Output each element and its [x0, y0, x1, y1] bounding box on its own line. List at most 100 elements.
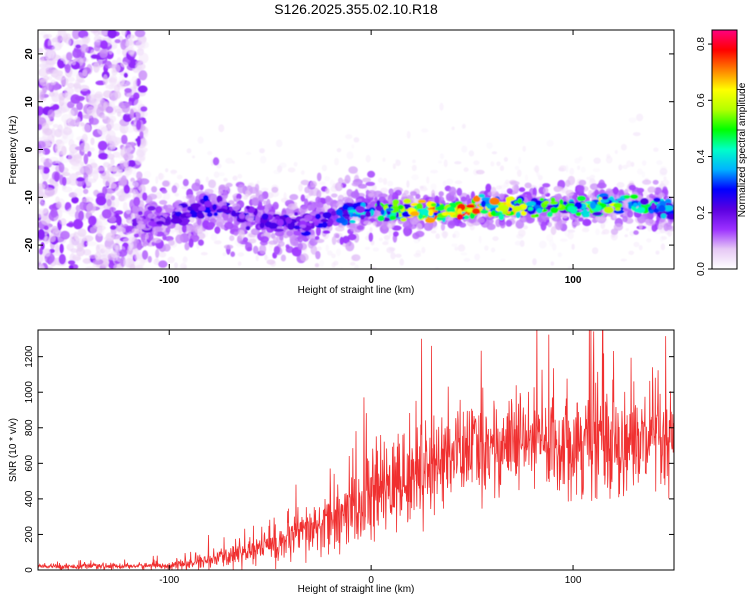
spectrogram-cell [316, 172, 322, 182]
spectrogram-cell [365, 211, 371, 218]
spectrogram-cell [136, 149, 145, 158]
spectrogram-cell [457, 208, 462, 215]
spectrogram-cell [58, 253, 66, 265]
spectrogram-cell [451, 126, 455, 131]
spectrogram-cell [440, 223, 446, 231]
spectrogram-cell [543, 200, 550, 205]
spectrogram-cell [387, 180, 394, 187]
spectrogram-cell [123, 184, 130, 194]
spectrogram-cell [576, 184, 585, 193]
spectrogram-cell [293, 241, 299, 247]
spectrogram-cell [212, 203, 217, 211]
spectrogram-cell [542, 183, 551, 188]
spectrogram-cell [660, 213, 667, 220]
spectrogram-cell [273, 271, 278, 275]
spectrogram-cell [622, 215, 628, 223]
spectrogram-cell [527, 206, 534, 211]
spectrogram-cell [171, 218, 183, 224]
spectrogram-cell [38, 140, 46, 149]
spectrogram-cell [58, 92, 66, 101]
spectrogram-cell [541, 193, 546, 199]
spectrogram-cell [151, 186, 158, 193]
spectrogram-cell [472, 208, 480, 215]
spectrogram-cell [336, 201, 344, 208]
spectrogram-cell [314, 263, 320, 268]
spectrogram-cell [367, 170, 376, 178]
spectrogram-cell [39, 78, 48, 86]
spectrogram-cell [71, 161, 81, 167]
spectrogram-cell [182, 178, 189, 187]
spectrogram-cell [38, 196, 44, 203]
spectrogram-cell [251, 197, 259, 206]
spectrogram-cell [82, 68, 88, 77]
spectrogram-cell [256, 205, 265, 211]
spectrogram-cell [236, 193, 242, 200]
spectrogram-cell [652, 179, 659, 185]
spectrogram-cell [475, 169, 485, 175]
spectrogram-cell [138, 38, 146, 43]
spectrogram-cell [137, 220, 144, 225]
spectrogram-cell [271, 186, 279, 193]
spectrogram-cell [297, 242, 303, 250]
spectrogram-cell [259, 244, 267, 255]
spectrogram-cell [120, 61, 128, 68]
spectrogram-cell [468, 150, 475, 157]
spectrogram-cell [213, 171, 220, 178]
spectrogram-cell [133, 98, 143, 110]
spectrogram-cell [184, 242, 190, 251]
spectrogram-cell [78, 165, 84, 175]
spectrogram-cell [325, 197, 334, 206]
spectrogram-cell [65, 209, 77, 215]
spectrogram-cell [381, 220, 388, 230]
spectrogram-cell [77, 228, 87, 237]
spectrogram-cell [324, 176, 331, 182]
spectrogram-cell [438, 191, 444, 197]
spectrogram-cell [536, 172, 540, 177]
spectrogram-cell [565, 189, 575, 197]
spectrogram-cell [134, 30, 146, 38]
spectrogram-cell [162, 234, 167, 241]
spectrogram-cell [321, 221, 328, 229]
spectrogram-cell [147, 205, 156, 211]
spectrogram-cell [97, 30, 109, 36]
spectrogram-cell [620, 143, 627, 151]
spectrogram-cell [580, 210, 591, 215]
spectrogram-cell [38, 47, 44, 53]
spectrogram-cell [349, 261, 356, 266]
colorbar-gradient [712, 30, 737, 269]
spectrogram-cell [624, 188, 629, 197]
spectrogram-cell [369, 227, 373, 233]
spectrogram-cell [294, 212, 299, 216]
spectrogram-cell [108, 48, 113, 55]
spectrogram-cell [82, 258, 92, 264]
spectrogram-cell [107, 111, 114, 119]
spectrogram-cell [41, 122, 50, 134]
y-tick-label: -20 [24, 237, 35, 252]
spectrogram-cell [498, 214, 505, 221]
spectrogram-cell [663, 205, 674, 212]
spectrogram-cell [218, 124, 225, 133]
spectrogram-cell [62, 172, 71, 177]
spectrogram-cell [293, 230, 302, 236]
spectrogram-cell [223, 190, 228, 200]
spectrogram-cell [389, 206, 400, 213]
spectrogram-cell [106, 129, 116, 141]
spectrogram-cell [331, 193, 338, 198]
spectrogram-cell [447, 220, 456, 229]
spectrogram-cell [591, 247, 599, 255]
spectrogram-cell [315, 250, 321, 260]
spectrogram-cell [171, 171, 176, 175]
spectrogram-cell [110, 195, 116, 201]
spectrogram-cell [364, 246, 371, 250]
spectrogram-cell [298, 277, 306, 282]
spectrogram-cell [301, 249, 306, 254]
spectrogram-cell [100, 219, 109, 226]
spectrogram-cell [478, 235, 482, 244]
spectrogram-cell [83, 249, 92, 256]
spectrogram-cell [82, 36, 91, 44]
spectrogram-cell [140, 41, 150, 49]
spectrogram-cell [57, 124, 63, 133]
spectrogram-cell [240, 222, 247, 231]
spectrogram-cell [170, 229, 175, 233]
spectrogram-cell [165, 227, 171, 233]
